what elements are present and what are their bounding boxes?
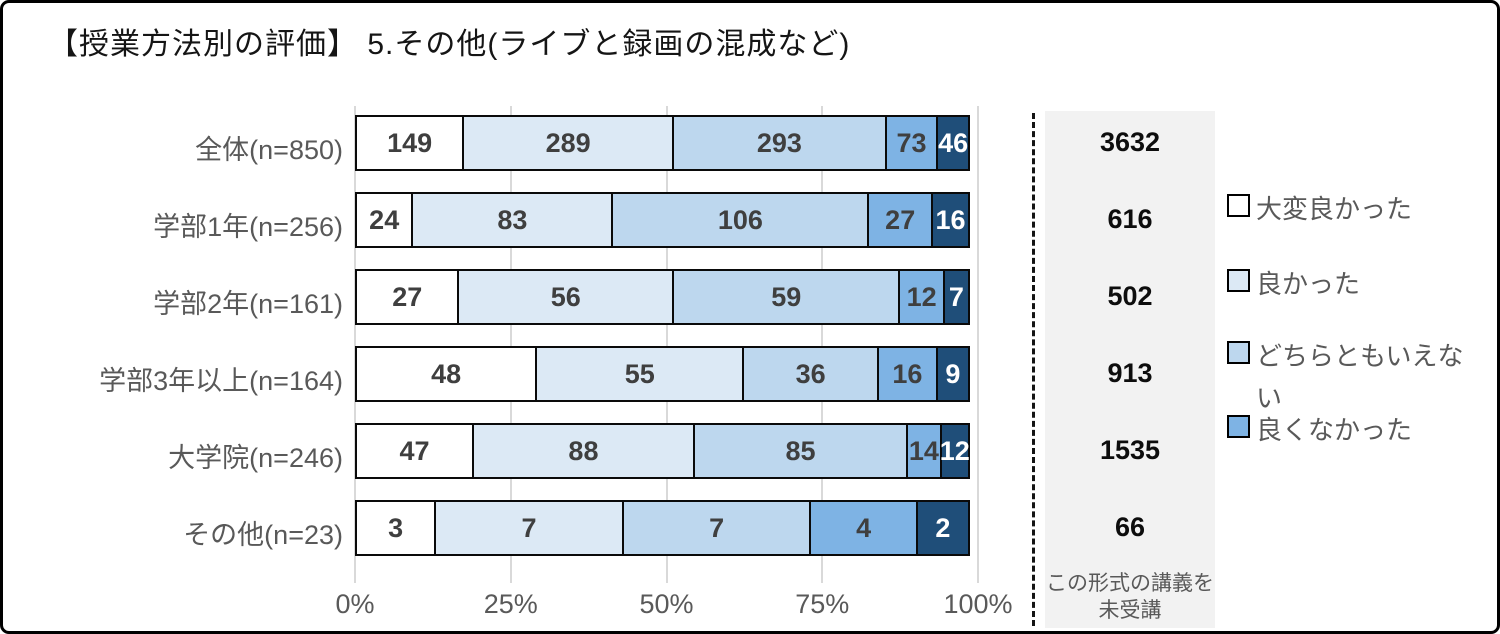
x-axis-tick-label: 25% bbox=[483, 589, 538, 619]
bar-row: 24 83 106 27 16 bbox=[355, 192, 978, 248]
bar-row: 149 289 293 73 46 bbox=[355, 115, 978, 171]
bar-segment: 12 bbox=[939, 423, 970, 479]
bar-segment: 14 bbox=[906, 423, 942, 479]
bar-segment: 27 bbox=[867, 192, 934, 248]
unattended-count: 66 bbox=[1114, 512, 1146, 542]
bar-segment: 16 bbox=[931, 192, 970, 248]
gridline-75% bbox=[821, 106, 824, 583]
bar-segment: 88 bbox=[472, 423, 695, 479]
legend-swatch-icon bbox=[1227, 194, 1250, 217]
bar-segment: 59 bbox=[672, 269, 901, 325]
x-axis-tick-label: 100% bbox=[943, 589, 1013, 619]
bar-segment: 7 bbox=[942, 269, 970, 325]
legend-swatch-icon bbox=[1227, 415, 1250, 438]
unattended-panel bbox=[1045, 111, 1215, 628]
legend-label: どちらともいえない bbox=[1256, 341, 1464, 413]
bar-segment: 149 bbox=[355, 115, 465, 171]
bar-segment: 9 bbox=[935, 346, 970, 402]
category-label: 学部2年(n=161) bbox=[153, 289, 343, 319]
bar-segment: 7 bbox=[434, 500, 624, 556]
bar-segment: 106 bbox=[611, 192, 870, 248]
bar-segment: 16 bbox=[877, 346, 938, 402]
bar-segment: 24 bbox=[355, 192, 414, 248]
bar-segment: 2 bbox=[915, 500, 970, 556]
gridline-0% bbox=[354, 106, 356, 583]
legend-swatch-icon bbox=[1227, 341, 1250, 364]
unattended-panel-caption: この形式の講義を未受講 bbox=[1046, 572, 1214, 623]
x-axis-tick-label: 50% bbox=[639, 589, 694, 619]
bar-segment: 83 bbox=[411, 192, 614, 248]
legend-swatch-icon bbox=[1227, 269, 1250, 292]
unattended-count: 616 bbox=[1107, 204, 1153, 234]
bar-segment: 55 bbox=[535, 346, 745, 402]
legend-label: 大変良かった bbox=[1256, 194, 1413, 224]
bar-segment: 12 bbox=[898, 269, 945, 325]
legend-item: どちらともいえない bbox=[1227, 336, 1474, 419]
unattended-count: 3632 bbox=[1099, 127, 1161, 157]
x-axis-tick-label: 75% bbox=[795, 589, 850, 619]
legend-item: 良かった bbox=[1227, 264, 1474, 306]
legend-label: 良くなかった bbox=[1256, 415, 1413, 445]
bar-segment: 48 bbox=[355, 346, 538, 402]
legend-item: 良くなかった bbox=[1227, 410, 1474, 452]
bar-row: 47 88 85 14 12 bbox=[355, 423, 978, 479]
category-label: 学部1年(n=256) bbox=[153, 212, 343, 242]
unattended-count: 913 bbox=[1107, 358, 1153, 388]
dashed-divider bbox=[1032, 113, 1035, 626]
bar-segment: 27 bbox=[355, 269, 460, 325]
bar-segment: 73 bbox=[884, 115, 939, 171]
bar-segment: 3 bbox=[355, 500, 437, 556]
bar-segment: 85 bbox=[692, 423, 909, 479]
unattended-count: 502 bbox=[1107, 281, 1153, 311]
bar-row: 48 55 36 16 9 bbox=[355, 346, 978, 402]
chart-title: 【授業方法別の評価】 5.その他(ライブと録画の混成など) bbox=[48, 28, 851, 61]
category-label: 全体(n=850) bbox=[195, 135, 343, 165]
bar-segment: 47 bbox=[355, 423, 475, 479]
bar-segment: 56 bbox=[457, 269, 675, 325]
gridline-25% bbox=[509, 106, 512, 583]
bar-row: 27 56 59 12 7 bbox=[355, 269, 978, 325]
bar-segment: 293 bbox=[672, 115, 887, 171]
bar-segment: 4 bbox=[809, 500, 918, 556]
bar-segment: 7 bbox=[621, 500, 812, 556]
unattended-count: 1535 bbox=[1099, 435, 1161, 465]
category-label: 大学院(n=246) bbox=[168, 443, 343, 473]
gridline-50% bbox=[665, 106, 668, 583]
bar-segment: 289 bbox=[462, 115, 675, 171]
legend-label: 良かった bbox=[1256, 269, 1361, 299]
gridline-100% bbox=[977, 106, 979, 583]
category-label: その他(n=23) bbox=[183, 520, 343, 550]
legend-item: 大変良かった bbox=[1227, 189, 1474, 231]
bar-segment: 46 bbox=[936, 115, 970, 171]
category-label: 学部3年以上(n=164) bbox=[99, 366, 343, 396]
x-axis-tick-label: 0% bbox=[335, 589, 375, 619]
bar-segment: 36 bbox=[742, 346, 879, 402]
